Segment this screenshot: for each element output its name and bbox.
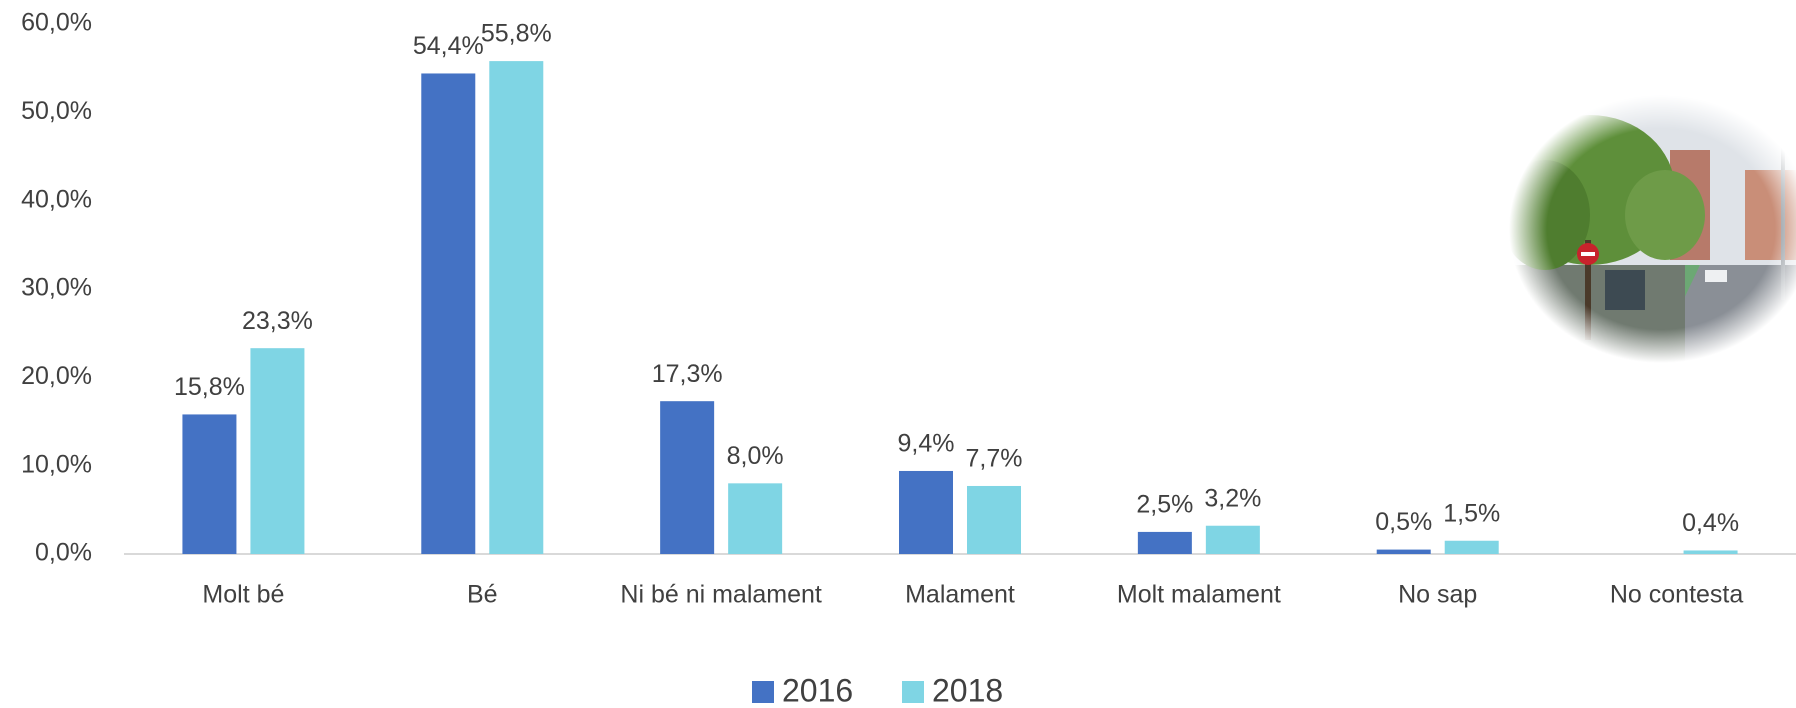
x-tick-label: Molt malament bbox=[1117, 581, 1281, 609]
y-tick-label: 10,0% bbox=[21, 450, 92, 478]
x-tick-label: Bé bbox=[467, 581, 498, 609]
data-label: 54,4% bbox=[413, 32, 484, 60]
x-tick-label: Ni bé ni malament bbox=[620, 581, 822, 609]
data-label: 2,5% bbox=[1136, 491, 1193, 519]
bar bbox=[728, 483, 782, 554]
data-label: 0,4% bbox=[1682, 509, 1739, 537]
legend-label: 2016 bbox=[782, 672, 853, 708]
data-label: 0,5% bbox=[1375, 508, 1432, 536]
data-label: 17,3% bbox=[652, 360, 723, 388]
y-tick-label: 20,0% bbox=[21, 362, 92, 390]
legend-swatch bbox=[752, 681, 774, 703]
bar bbox=[489, 61, 543, 554]
data-label: 3,2% bbox=[1204, 484, 1261, 512]
bar bbox=[1445, 541, 1499, 554]
x-tick-label: No contesta bbox=[1610, 581, 1744, 609]
data-label: 15,8% bbox=[174, 373, 245, 401]
bar bbox=[660, 401, 714, 554]
y-tick-label: 50,0% bbox=[21, 97, 92, 125]
x-tick-label: Malament bbox=[905, 581, 1015, 609]
bar bbox=[1138, 532, 1192, 554]
street-photo bbox=[1500, 90, 1796, 370]
legend-swatch bbox=[902, 681, 924, 703]
y-tick-label: 60,0% bbox=[21, 9, 92, 37]
bar bbox=[967, 486, 1021, 554]
bar bbox=[182, 414, 236, 554]
data-label: 1,5% bbox=[1443, 499, 1500, 527]
bar bbox=[250, 348, 304, 554]
data-label: 55,8% bbox=[481, 20, 552, 48]
bar bbox=[1377, 550, 1431, 554]
bar bbox=[1684, 550, 1738, 554]
bar bbox=[421, 73, 475, 554]
chart: 0,0% 10,0% 20,0% 30,0% 40,0% 50,0% 60,0% Molt b… bbox=[0, 0, 1796, 708]
data-label: 7,7% bbox=[966, 445, 1023, 473]
x-tick-label: No sap bbox=[1398, 581, 1477, 609]
y-tick-label: 0,0% bbox=[35, 539, 92, 567]
bar bbox=[899, 471, 953, 554]
data-label: 8,0% bbox=[727, 442, 784, 470]
data-label: 9,4% bbox=[898, 430, 955, 458]
data-label: 23,3% bbox=[242, 307, 313, 335]
y-tick-label: 30,0% bbox=[21, 274, 92, 302]
y-tick-label: 40,0% bbox=[21, 185, 92, 213]
bar bbox=[1206, 526, 1260, 554]
legend-label: 2018 bbox=[932, 672, 1003, 708]
x-tick-label: Molt bé bbox=[202, 581, 284, 609]
